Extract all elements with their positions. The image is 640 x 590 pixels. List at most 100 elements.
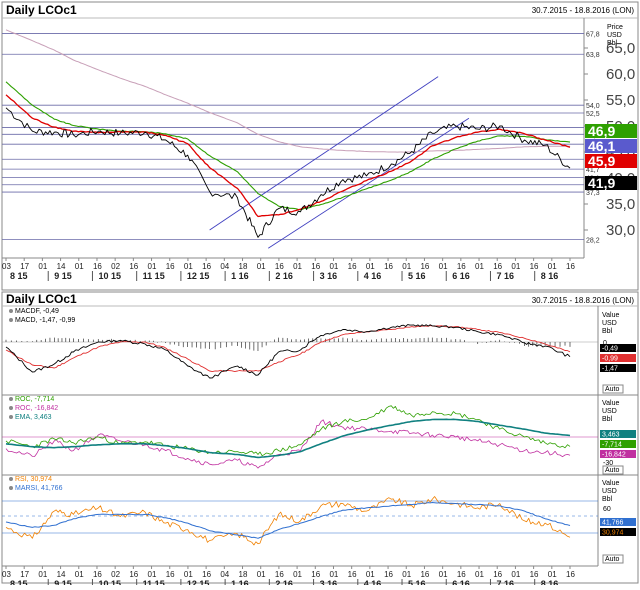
price-tag-black-bg [585,176,637,190]
x-axis-day-label: 16 [384,570,393,579]
x-axis-day-label: 16 [530,262,539,271]
x-axis-day-label: 14 [57,570,66,579]
macd-unit-line-2: USD [602,320,617,327]
x-axis-day-label: 01 [366,570,375,579]
x-axis-day-label: 01 [511,262,520,271]
price-x-axis-labels: 03 17 01 14 01 16 02 16 01 16 01 16 04 18 01 16 01 16 01 16… [2,258,575,281]
price-panel: Daily LCOc1 30.7.2015 - 18.8.2016 (LON) … [1,1,639,291]
macd-panel: MACDF, -0,49 MACD, -1,47, -0,99 Value US… [2,308,638,396]
x-axis-day-label: 16 [166,570,175,579]
price-tag-green: 46,9 [588,123,615,139]
macd-line [5,324,571,379]
price-unit-line-1: Price [607,24,623,31]
x-axis-day-label: 01 [38,570,47,579]
macd-unit-line-1: Value [602,312,619,319]
x-axis-day-label: 16 [457,262,466,271]
price-unit-line-2: USD [607,32,622,39]
x-axis-day-label: 16 [202,262,211,271]
x-axis-day-label: 01 [293,570,302,579]
roc-series-group [5,405,571,469]
x-axis-day-label: 01 [402,262,411,271]
x-axis-day-label: 01 [402,570,411,579]
x-axis-day-label: 16 [384,262,393,271]
macd-tag-3: -1,47 [600,364,636,373]
macd-scale-zero: 0 [603,340,607,347]
x-axis-day-label: 01 [366,262,375,271]
macd-tag-1-label: -0,49 [602,346,618,353]
indicator-panels: Daily LCOc1 30.7.2015 - 18.8.2016 (LON) … [1,291,639,589]
ema-line [5,418,571,459]
roc-scale-label: -30 [603,460,613,467]
x-axis-day-label: 04 [220,262,229,271]
ma-slow-line [5,29,571,153]
x-axis-month-label: 4 16 [364,579,382,585]
marsi-legend: MARSI, 41,766 [15,485,63,492]
rsi-unit-line-2: USD [602,488,617,495]
x-axis-day-label: 01 [75,262,84,271]
price-line [5,107,571,238]
macd-tag-3-label: -1,47 [602,366,618,373]
macd-auto-button[interactable] [602,384,624,394]
x-axis-month-label: 6 16 [452,579,470,585]
ema-legend: EMA, 3,463 [15,414,52,421]
x-axis-day-label: 16 [566,262,575,271]
x-axis-month-label: 12 15 [187,579,210,585]
x-axis-day-label: 01 [38,262,47,271]
indicator-title: Daily LCOc1 [6,292,77,306]
fib-level-label: 37,3 [586,190,600,197]
roc-legend-icon[interactable] [9,406,13,410]
x-axis-day-label: 01 [184,262,193,271]
x-axis-day-label: 16 [420,262,429,271]
roc-tag-1-label: 3,463 [602,432,620,439]
marsi-legend-icon[interactable] [9,486,13,490]
roc-panel: ROC, -7,714 ROC, -16,842 EMA, 3,463 Valu… [2,396,638,476]
roc-auto-button[interactable] [602,465,624,475]
x-axis-day-label: 01 [257,570,266,579]
macd-legend-icon[interactable] [9,309,13,313]
roc-line-1 [5,405,571,457]
x-axis-month-label: 9 15 [54,579,72,585]
price-tag-blue: 46,1 [588,138,615,154]
x-axis-month-label: 1 16 [231,579,249,585]
x-axis-month-label: 8 15 [10,271,28,281]
x-axis-month-label: 3 16 [320,579,338,585]
price-tag-green-bg [585,124,637,138]
ema-legend-icon[interactable] [9,415,13,419]
price-panel-date-range: 30.7.2015 - 18.8.2016 (LON) [532,6,635,15]
macd-signal-line [5,325,571,373]
x-axis-day-label: 16 [420,570,429,579]
x-axis-day-label: 01 [548,262,557,271]
price-unit-line-3: Bbl [607,40,618,47]
x-axis-month-label: 7 16 [496,271,514,281]
rsi-line [5,496,571,546]
rsi-scale-label: 60 [603,506,611,513]
x-axis-day-label: 02 [111,570,120,579]
x-axis-day-label: 16 [348,262,357,271]
rsi-auto-button[interactable] [602,554,624,564]
x-axis-day-label: 04 [220,570,229,579]
x-axis-day-label: 16 [93,570,102,579]
price-scale: 65,060,055,050,045,040,035,030,0 [584,40,635,239]
fib-level-label: 63,8 [586,52,600,59]
x-axis-month-label: 5 16 [408,271,426,281]
roc-tag-1: 3,463 [600,430,636,439]
price-scale-label: 30,0 [606,222,635,239]
fibonacci-levels: 67,863,854,052,549,748,446,543,641,740,1… [2,31,600,244]
price-scale-label: 60,0 [606,66,635,83]
macd-legend-icon[interactable] [9,318,13,322]
x-axis-month-label: 12 15 [187,271,210,281]
roc-legend-1: ROC, -7,714 [15,396,54,403]
rsi-panel: RSI, 30,974 MARSI, 41,766 Value USD Bbl … [2,476,636,564]
x-axis-day-label: 01 [148,262,157,271]
roc-legend-icon[interactable] [9,397,13,401]
x-axis-day-label: 01 [148,570,157,579]
marsi-line [5,502,571,539]
macd-legend-1: MACDF, -0,49 [15,308,59,315]
x-axis-month-label: 8 16 [541,271,559,281]
rsi-auto-button-label: Auto [605,556,620,563]
roc-unit-line-1: Value [602,400,619,407]
ma-mid-line [5,81,571,211]
price-tags: 46,946,145,9 41,9 [585,123,637,191]
rsi-legend-icon[interactable] [9,477,13,481]
macd-tag-2: -0,99 [600,354,636,363]
